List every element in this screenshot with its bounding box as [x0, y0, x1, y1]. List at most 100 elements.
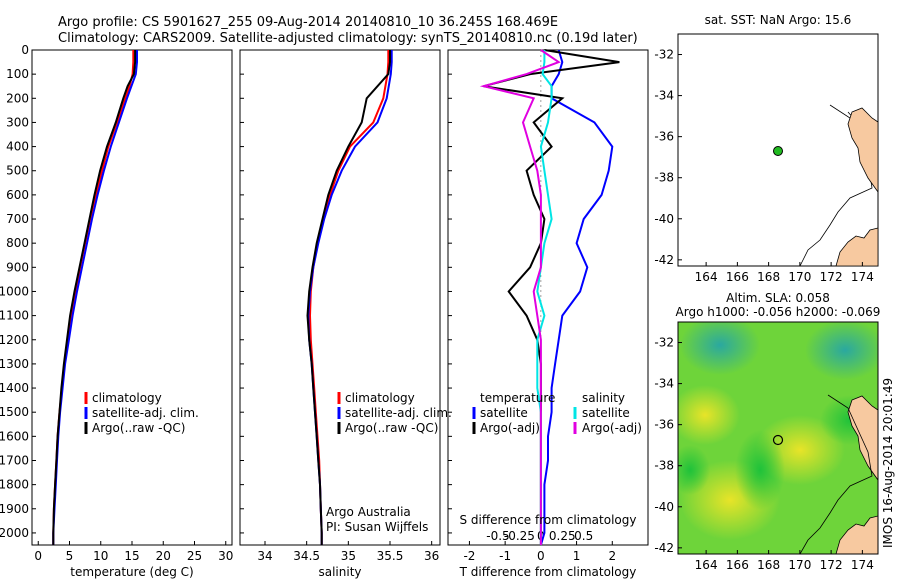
- x-tick-label: 10: [93, 549, 108, 563]
- map-x-tick-label: 172: [820, 270, 843, 284]
- sla-blob: [678, 445, 710, 495]
- salinity-legend: climatology satellite-adj. clim. Argo(..…: [337, 391, 452, 435]
- map-top-land-north: [847, 107, 879, 194]
- y-tick-label: 500: [6, 164, 29, 178]
- map-top-axes: 164 166 168 170 172 174 -32 -34 -36 -38 -40 -42: [654, 48, 873, 284]
- temperature-panel: [31, 49, 233, 546]
- x-tick-label: 1: [573, 549, 581, 563]
- map-y-tick-label: -42: [654, 253, 674, 267]
- y-tick-label: 300: [6, 115, 29, 129]
- map-bottom-title-1: Altim. SLA: 0.058: [726, 291, 830, 305]
- series-line-temperature-argo-adj-: [483, 49, 620, 545]
- map-x-tick-label: 168: [757, 270, 780, 284]
- series-line-satellite-adj-clim-: [307, 50, 393, 545]
- y-tick-label: 1900: [0, 502, 29, 516]
- y-tick-label: 1100: [0, 309, 29, 323]
- series-line-climatology: [52, 50, 135, 545]
- map-y-tick-label: -36: [654, 130, 674, 144]
- map-x-tick-label: 166: [726, 270, 749, 284]
- series-line-salinity-argo-adj-: [479, 49, 561, 545]
- salinity-panel: [239, 49, 441, 546]
- x-tick-label: 5: [66, 549, 74, 563]
- legend-climatology: climatology: [92, 391, 162, 405]
- map-x-tick-label: 174: [851, 558, 874, 572]
- map-x-tick-label: 172: [820, 558, 843, 572]
- y-tick-label: 0: [21, 43, 29, 57]
- map-bottom-title-2: Argo h1000: -0.056 h2000: -0.069: [676, 305, 881, 319]
- map-y-tick-label: -40: [654, 500, 674, 514]
- legend-t-satellite: satellite: [480, 406, 528, 420]
- map-y-tick-label: -42: [654, 541, 674, 555]
- x-tick-label: 30: [218, 549, 233, 563]
- x2-tick-label: 0.5: [574, 529, 593, 543]
- temperature-chart: 0100200300400500600700800900100011001200…: [0, 43, 233, 563]
- y-tick-label: 400: [6, 140, 29, 154]
- sla-blob: [735, 430, 785, 510]
- x-tick-label: 2: [608, 549, 616, 563]
- map-x-tick-label: 166: [726, 558, 749, 572]
- map-x-tick-label: 168: [757, 558, 780, 572]
- difference-xlabel: T difference from climatology: [459, 565, 637, 579]
- temperature-xlabel: temperature (deg C): [70, 565, 193, 579]
- salinity-chart: 34 34.5 35 35.5 36: [240, 49, 439, 563]
- x2-tick-label: -0.5: [486, 529, 509, 543]
- x-tick-label: 35: [341, 549, 356, 563]
- x-tick-label: 0: [34, 549, 42, 563]
- map-bottom-land-south: [835, 515, 878, 554]
- legend-s-argo: Argo(-adj): [582, 421, 642, 435]
- imos-timestamp: IMOS 16-Aug-2014 20:01:49: [881, 378, 895, 548]
- sla-blob: [805, 322, 878, 380]
- legend-temperature-header: temperature: [480, 391, 555, 405]
- series-line-salinity-satellite: [536, 50, 553, 545]
- y-tick-label: 800: [6, 236, 29, 250]
- y-tick-label: 1500: [0, 405, 29, 419]
- map-y-tick-label: -34: [654, 89, 674, 103]
- map-bottom-land-north: [847, 395, 878, 481]
- difference-xlabel2: S difference from climatology: [460, 513, 637, 527]
- map-y-tick-label: -38: [654, 459, 674, 473]
- x-tick-label: 35.5: [377, 549, 404, 563]
- x-tick-label: 15: [124, 549, 139, 563]
- y-tick-label: 1700: [0, 453, 29, 467]
- x2-tick-label: 0.25: [549, 529, 576, 543]
- series-line-satellite-adj-clim-: [52, 50, 138, 545]
- map-bottom-frame: [677, 321, 879, 555]
- x2-tick-label: -0.25: [504, 529, 535, 543]
- legend-climatology: climatology: [345, 391, 415, 405]
- map-y-tick-label: -32: [654, 48, 674, 62]
- y-tick-label: 1600: [0, 429, 29, 443]
- temperature-legend: climatology satellite-adj. clim. Argo(..…: [84, 391, 199, 435]
- map-bottom-contour: [799, 394, 873, 554]
- y-tick-label: 600: [6, 188, 29, 202]
- series-line-argo-raw-qc-: [52, 50, 137, 545]
- legend-s-satellite: satellite: [582, 406, 630, 420]
- y-tick-label: 1200: [0, 333, 29, 347]
- legend-satellite: satellite-adj. clim.: [92, 406, 199, 420]
- y-tick-label: 2000: [0, 526, 29, 540]
- y-tick-label: 1000: [0, 284, 29, 298]
- series-line-argo-raw-qc-: [306, 50, 391, 545]
- map-x-tick-label: 170: [788, 558, 811, 572]
- map-y-tick-label: -38: [654, 171, 674, 185]
- map-top-title: sat. SST: NaN Argo: 15.6: [705, 13, 852, 27]
- difference-legend: temperature satellite Argo(-adj) salinit…: [472, 391, 642, 435]
- y-tick-label: 900: [6, 260, 29, 274]
- sla-blob: [680, 322, 760, 375]
- difference-chart: -0.5-0.25 0 0.250.5-2 -1 0 1 2: [448, 49, 620, 563]
- map-top: [677, 33, 879, 267]
- y-tick-label: 700: [6, 212, 29, 226]
- x-tick-label: -1: [499, 549, 511, 563]
- map-top-argo-point: [773, 146, 783, 156]
- legend-salinity-header: salinity: [582, 391, 625, 405]
- map-bottom-axes: 164 166 168 170 172 174 -32 -34 -36 -38 -40 -42: [654, 336, 873, 572]
- x-tick-label: 0: [537, 549, 545, 563]
- y-tick-label: 1300: [0, 357, 29, 371]
- map-bottom-argo-point: [772, 434, 784, 446]
- series-line-temperature-satellite: [539, 49, 614, 546]
- legend-argo: Argo(..raw -QC): [92, 421, 185, 435]
- map-x-tick-label: 170: [788, 270, 811, 284]
- map-bottom: [678, 322, 878, 554]
- title-line-2: Climatology: CARS2009. Satellite-adjuste…: [58, 31, 638, 46]
- x-tick-label: -2: [463, 549, 475, 563]
